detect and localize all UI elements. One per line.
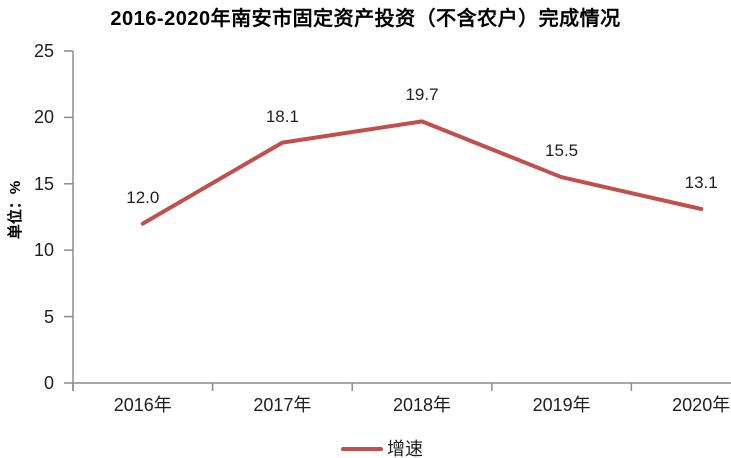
x-axis-category-label: 2019年 [532,395,591,415]
x-axis-category-label: 2017年 [253,395,312,415]
x-axis-category-label: 2018年 [392,395,451,415]
legend: 增速 [341,439,423,458]
data-point-label: 15.5 [545,141,579,161]
x-axis-category-label: 2020年 [672,395,731,415]
data-point-label: 13.1 [684,173,718,193]
y-axis-tick-label: 5 [43,306,54,327]
y-axis-tick-label: 20 [33,107,54,128]
legend-label: 增速 [387,439,423,458]
y-axis-tick-label: 0 [43,373,54,393]
y-axis-tick-label: 25 [33,41,54,61]
data-point-label: 19.7 [405,85,439,105]
data-point-label: 12.0 [126,187,160,207]
y-axis-tick-label: 15 [33,173,54,194]
chart-title: 2016-2020年南安市固定资产投资（不含农户）完成情况 [110,8,621,30]
x-axis-category-label: 2016年 [113,395,172,415]
legend-line-marker [341,447,383,451]
y-axis-tick-label: 10 [33,240,54,261]
data-point-label: 18.1 [265,106,299,126]
